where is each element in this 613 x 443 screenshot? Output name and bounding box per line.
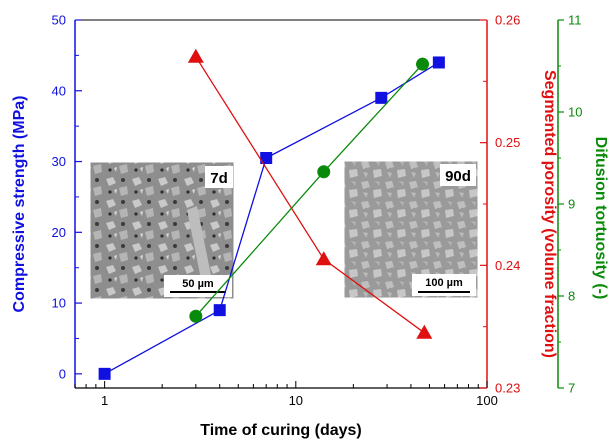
series-left-point [213,304,226,317]
right-tick-label: 0.24 [495,258,520,273]
series-right1-point [187,48,204,63]
right-tick-label: 0.23 [495,381,520,396]
left-tick-label: 50 [52,13,66,28]
inset-7d-scale-label: 50 µm [182,278,214,290]
left-tick-label: 0 [59,366,66,381]
right-tick-label: 0.25 [495,135,520,150]
inset-90d-scale-bg [412,274,476,296]
right-axis-title: Segmented porosity (volume fraction) [541,70,558,358]
series-left-point [98,367,111,380]
left-tick-label: 20 [52,225,66,240]
series-left-point [260,152,273,164]
right2-tick-label: 9 [568,197,575,212]
inset-7d: 7d 50 µm [89,161,235,300]
series-left-point [432,56,445,69]
series-right2-point [317,165,331,179]
left-tick-label: 10 [52,296,66,311]
right2-tick-label: 10 [568,105,582,120]
inset-90d-label-bg [440,164,476,186]
inset-7d-label: 7d [210,170,228,187]
series-right2-point [416,57,430,71]
series-right1-point [315,251,332,266]
inset-7d-label-bg [205,166,233,188]
x-tick-label: 100 [476,393,498,408]
left-axis-title: Compressive strength (MPa) [11,96,28,313]
inset-90d: 90d 100 µm [343,160,479,299]
right2-tick-label: 8 [568,289,575,304]
series-left-point [375,91,388,104]
inset-90d-scale-label: 100 µm [425,277,463,289]
plot-frame: 1 10 100 Time of curing (days) 0 10 20 30 40 50 Co… [11,13,609,440]
series-right1-point [416,324,433,339]
right2-tick-label: 7 [568,381,575,396]
x-tick-label: 10 [289,393,303,408]
inset-7d-grain [187,206,213,289]
inset-90d-label: 90d [445,168,471,185]
series-right2-point [189,309,203,323]
left-tick-label: 40 [52,83,66,98]
x-tick-label: 1 [101,393,108,408]
right-tick-label: 0.26 [495,13,520,28]
left-tick-label: 30 [52,154,66,169]
x-axis-title: Time of curing (days) [200,422,362,439]
right2-tick-label: 11 [568,13,582,28]
right2-axis-title: Difusion tortuosity (-) [592,137,609,300]
series-layer [98,48,445,380]
